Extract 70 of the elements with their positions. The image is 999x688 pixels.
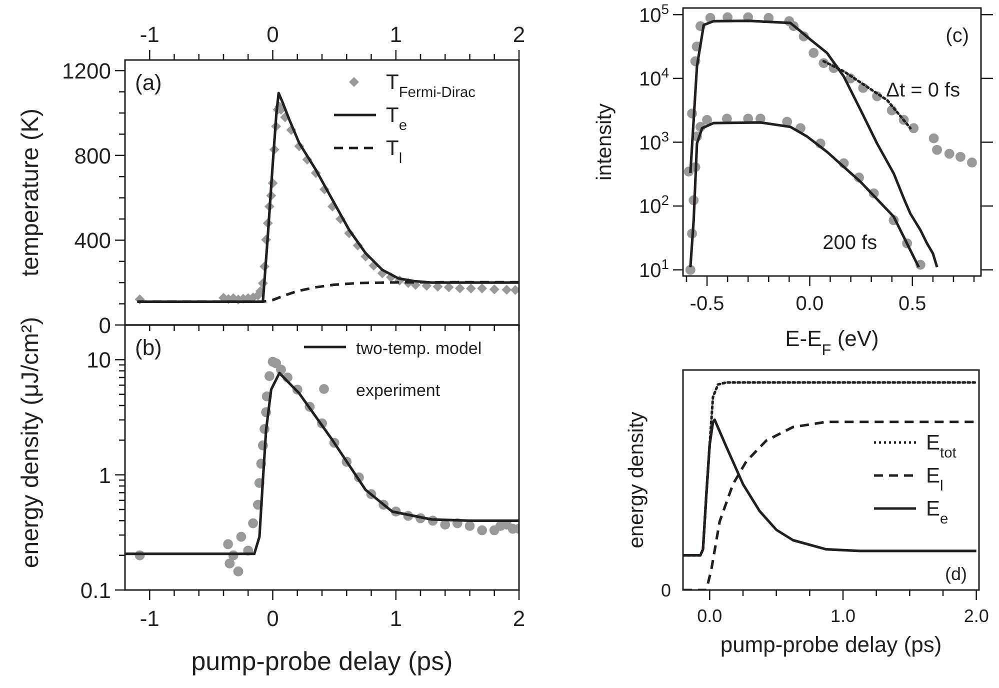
point <box>808 48 819 58</box>
point <box>454 283 465 294</box>
y-tick-label: 10$^{4}$ <box>638 64 670 91</box>
y-tick-label: 10$^{3}$ <box>638 128 670 154</box>
point <box>223 539 234 550</box>
x-tick-label: 0.5 <box>898 293 926 315</box>
x-tick-label: 0 <box>266 606 279 631</box>
point <box>477 525 488 536</box>
x-tick-label: 1 <box>390 606 402 631</box>
x-tick-label: -0.5 <box>690 293 724 315</box>
point <box>248 518 258 528</box>
x-axis-title: E-E$_{F}$ (eV) <box>785 326 879 358</box>
y-axis-title: temperature (K) <box>17 108 44 277</box>
legend-label: E$_{e}$ <box>926 498 948 528</box>
y-tick-label: 800 <box>74 143 111 168</box>
point <box>685 264 696 275</box>
legend-label: two-temp. model <box>356 339 482 358</box>
y-axis-title: energy density (μJ/cm²) <box>17 316 44 568</box>
y-tick-label: 0.1 <box>80 578 111 603</box>
y-tick-label: 10 <box>86 348 111 373</box>
point <box>955 152 966 162</box>
y-tick-label: 400 <box>74 228 111 254</box>
point <box>233 566 244 576</box>
y-tick-label: 1200 <box>62 58 111 84</box>
legend-label: E$_{tot}$ <box>926 432 956 462</box>
y-tick-label: 0 <box>98 312 111 338</box>
annotation: (d) <box>945 564 967 584</box>
annotation: Δt = 0 fs <box>886 79 960 102</box>
legend-label: T$_{e}$ <box>386 104 407 134</box>
x-tick-label: -1 <box>140 606 160 631</box>
x2-tick-label: 2 <box>512 22 526 47</box>
legend-label: T$_{Fermi-Dirac}$ <box>386 71 476 101</box>
point <box>224 558 235 568</box>
legend-label: experiment <box>356 381 440 400</box>
legend-label: T$_{l}$ <box>386 137 402 167</box>
point <box>510 285 519 296</box>
point <box>444 282 454 292</box>
x-axis-title: pump-probe delay (ps) <box>720 632 942 657</box>
point <box>928 133 939 144</box>
annotation: (a) <box>135 70 162 95</box>
x-axis-title: pump-probe delay (ps) <box>191 646 453 676</box>
y-tick-label: 10$^{1}$ <box>638 256 670 282</box>
x2-tick-label: -1 <box>140 22 160 47</box>
y-tick-label: 10$^{5}$ <box>638 0 670 27</box>
point <box>502 284 512 295</box>
y-tick-label: 1 <box>98 462 111 488</box>
point <box>264 371 274 382</box>
annotation: (c) <box>946 25 969 47</box>
y-axis-title: intensity <box>593 102 616 181</box>
legend-label: E$_{l}$ <box>926 464 944 494</box>
x-tick-label: 0.0 <box>796 293 824 315</box>
x-tick-label: 2 <box>512 606 526 631</box>
annotation: (b) <box>135 335 162 360</box>
point <box>464 520 475 531</box>
x-tick-label: 0.0 <box>697 606 722 626</box>
y-axis-title: energy density <box>625 411 648 548</box>
x2-tick-label: 1 <box>390 22 402 47</box>
x-tick-label: 2.0 <box>964 606 989 626</box>
annotation: 200 fs <box>822 232 878 254</box>
point <box>966 158 977 168</box>
point <box>466 284 476 294</box>
point <box>944 148 954 159</box>
point <box>489 284 500 294</box>
point <box>477 283 488 294</box>
x-tick-label: 1.0 <box>830 606 856 626</box>
point <box>702 114 712 125</box>
x2-tick-label: 0 <box>266 22 279 47</box>
point <box>236 532 246 542</box>
y-tick-label: 10$^{2}$ <box>638 192 670 218</box>
point <box>932 144 942 155</box>
